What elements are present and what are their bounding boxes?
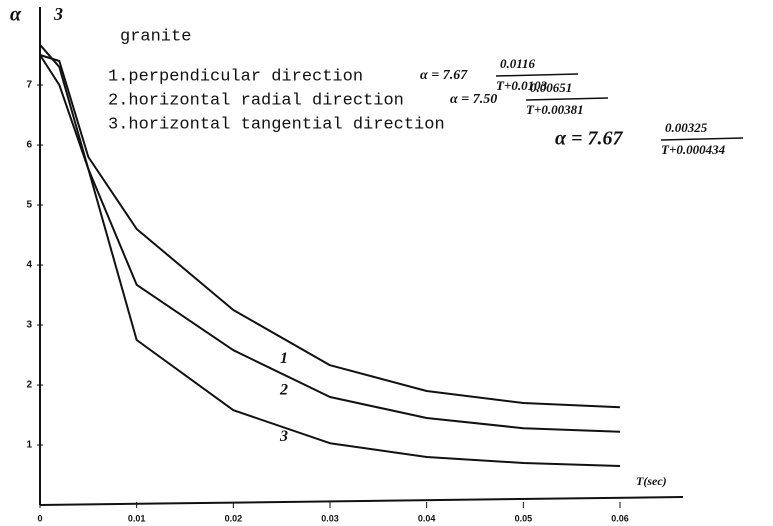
y-tick-label: 3 [26,320,32,331]
formula-numerator: 0.00325 [665,120,708,135]
x-tick-label: 0.01 [128,513,146,523]
series-label: 3 [279,428,288,445]
line-series [39,44,621,467]
fraction-bar [525,97,609,101]
formula-denominator: T+0.000434 [661,142,726,157]
y-axis-label: α [10,4,22,26]
x-tick-label: 0 [37,513,42,523]
x-tick-label: 0.04 [418,513,436,523]
y-tick-label: 5 [26,200,32,211]
x-axis-label: T(sec) [636,474,667,488]
y-tick-label: 2 [26,380,32,391]
y-tick-label: 4 [26,260,32,271]
chart-title: granite [120,27,191,46]
x-tick-label: 0.05 [515,513,533,523]
formula-numerator: 0.0116 [500,56,536,71]
x-tick-label: 0.02 [225,513,243,523]
x-tick-label: 0.03 [321,513,339,523]
fraction-bar [495,73,579,77]
x-axis [39,496,684,506]
corner-label: 3 [53,4,63,24]
legend-entry: 2.horizontal radial direction [108,91,404,110]
formula-prefix: α = 7.50 [450,92,497,107]
series-label: 1 [280,350,288,367]
legend-entry: 3.horizontal tangential direction [108,115,445,134]
legend-entry: 1.perpendicular direction [108,67,363,86]
fraction-bar [660,137,744,141]
series-label: 2 [279,382,288,399]
y-tick-label: 7 [26,80,32,91]
formula-prefix: α = 7.67 [420,68,468,83]
formula-numerator: 0.00651 [530,80,572,95]
formula-prefix: α = 7.67 [555,128,623,150]
y-tick-label: 1 [26,440,32,451]
line-series [39,54,621,409]
formula-denominator: T+0.0103 [496,78,548,93]
formula-denominator: T+0.00381 [526,102,584,117]
y-tick-label: 6 [26,140,32,151]
x-tick-label: 0.06 [611,513,629,523]
line-series [39,54,621,433]
